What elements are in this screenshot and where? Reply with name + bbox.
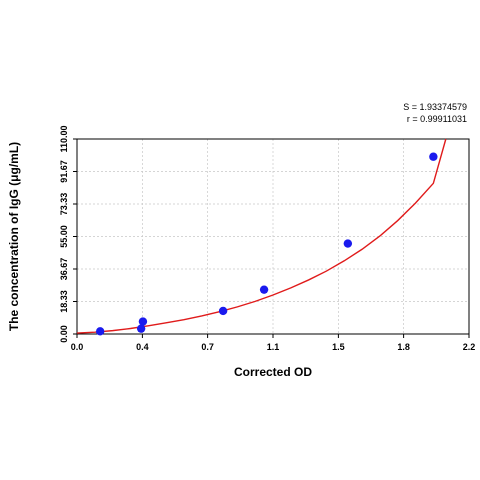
x-tick-label: 0.0 (71, 342, 84, 352)
x-tick-label: 0.7 (201, 342, 214, 352)
y-tick-label: 36.67 (59, 258, 69, 281)
data-point (136, 324, 146, 333)
x-tick-label: 1.8 (397, 342, 410, 352)
x-tick-label: 1.1 (267, 342, 280, 352)
r-statistic: r = 0.99911031 (406, 114, 467, 124)
y-tick-label: 73.33 (59, 193, 69, 216)
data-point (343, 239, 353, 248)
data-point (429, 152, 438, 161)
data-point (218, 306, 228, 316)
data-point (259, 285, 269, 294)
grid (77, 139, 469, 334)
y-tick-label: 18.33 (59, 290, 69, 313)
data-point (138, 317, 148, 326)
s-statistic: S = 1.93374579 (403, 102, 467, 112)
y-tick-label: 55.00 (59, 225, 69, 248)
y-tick-label: 110.00 (59, 125, 69, 152)
x-tick-label: 0.4 (136, 342, 149, 352)
y-axis-label: The concentration of IgG (μg/mL) (7, 142, 21, 331)
points-layer (95, 152, 438, 336)
x-tick-label: 2.2 (463, 342, 476, 352)
y-tick-label: 0.00 (59, 325, 69, 343)
y-tick-label: 91.67 (59, 160, 69, 183)
fit-curve (76, 138, 447, 334)
x-tick-label: 1.5 (332, 342, 345, 352)
x-axis-label: Corrected OD (234, 365, 312, 379)
fit-curve-layer (76, 138, 447, 334)
data-point (95, 327, 105, 336)
ticks: 0.0 0.4 0.7 1.1 1.5 1.8 2.2 0.00 18.33 36.67 55.00… (59, 125, 475, 352)
